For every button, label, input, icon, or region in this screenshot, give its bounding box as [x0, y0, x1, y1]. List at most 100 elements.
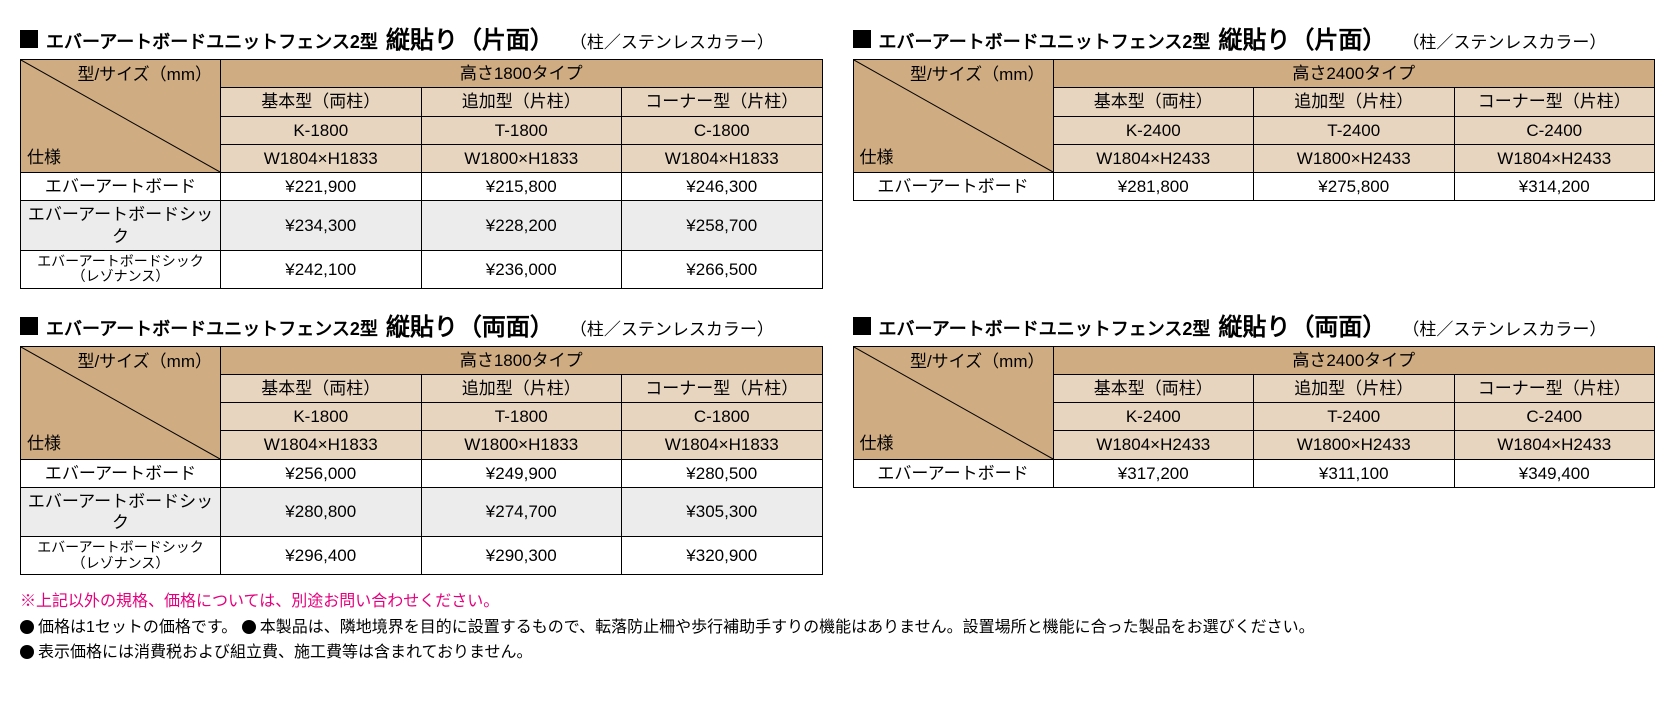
price-table: 型/サイズ（mm）仕様高さ2400タイプ基本型（両柱）追加型（片柱）コーナー型（…: [853, 59, 1656, 201]
column-type-header: 追加型（片柱）: [1254, 374, 1455, 402]
column-type-header: コーナー型（片柱）: [622, 374, 823, 402]
bullet-icon: [242, 620, 256, 634]
dimension-cell: W1804×H1833: [622, 431, 823, 459]
column-type-header: 追加型（片柱）: [1254, 88, 1455, 116]
dimension-cell: W1804×H1833: [221, 144, 422, 172]
price-cell: ¥258,700: [622, 201, 823, 251]
heading-big: 縦貼り（両面）: [1218, 307, 1386, 342]
price-cell: ¥311,100: [1254, 459, 1455, 487]
diagonal-header-cell: 型/サイズ（mm） 仕様: [21, 346, 221, 459]
price-table-block: エバーアートボードユニットフェンス2型縦貼り（両面） （柱／ステンレスカラー） 型/…: [853, 307, 1656, 576]
diag-header-bottom: 仕様: [860, 433, 894, 454]
heading-main: エバーアートボードユニットフェンス2型: [879, 315, 1211, 341]
dimension-cell: W1804×H2433: [1454, 431, 1655, 459]
price-cell: ¥349,400: [1454, 459, 1655, 487]
diag-header-top: 型/サイズ（mm）: [77, 351, 212, 372]
price-cell: ¥314,200: [1454, 173, 1655, 201]
price-cell: ¥290,300: [421, 537, 622, 575]
price-cell: ¥236,000: [421, 250, 622, 288]
model-code: T-2400: [1254, 403, 1455, 431]
price-table: 型/サイズ（mm）仕様高さ1800タイプ基本型（両柱）追加型（片柱）コーナー型（…: [20, 59, 823, 289]
price-cell: ¥317,200: [1053, 459, 1254, 487]
square-bullet-icon: [20, 317, 38, 335]
tables-grid: エバーアートボードユニットフェンス2型縦貼り（片面）（柱／ステンレスカラー）型/…: [20, 20, 1655, 575]
note-line2: 表示価格には消費税および組立費、施工費等は含まれておりません。: [20, 640, 1655, 666]
price-cell: ¥280,500: [622, 459, 823, 487]
spec-row-label: エバーアートボード: [853, 459, 1053, 487]
spec-row-label: エバーアートボード: [21, 173, 221, 201]
heading-big: 縦貼り（片面）: [1218, 20, 1386, 55]
heading-big: 縦貼り（両面）: [386, 307, 554, 342]
model-code: K-2400: [1053, 403, 1254, 431]
column-type-header: 追加型（片柱）: [421, 88, 622, 116]
notes-block: ※上記以外の規格、価格については、別途お問い合わせください。 価格は1セットの価…: [20, 589, 1655, 666]
spec-row-label: エバーアートボード: [853, 173, 1053, 201]
note-red: ※上記以外の規格、価格については、別途お問い合わせください。: [20, 589, 1655, 615]
table-heading: エバーアートボードユニットフェンス2型縦貼り（片面） （柱／ステンレスカラー）: [853, 20, 1656, 55]
price-cell: ¥246,300: [622, 173, 823, 201]
height-type-header: 高さ1800タイプ: [221, 60, 823, 88]
spec-row-label: エバーアートボードシック（レゾナンス）: [21, 250, 221, 288]
price-table-block: エバーアートボードユニットフェンス2型縦貼り（片面）（柱／ステンレスカラー） 型/…: [20, 20, 823, 289]
bullet-icon: [20, 645, 34, 659]
diagonal-header-cell: 型/サイズ（mm）仕様: [853, 60, 1053, 173]
dimension-cell: W1804×H1833: [622, 144, 823, 172]
price-cell: ¥275,800: [1254, 173, 1455, 201]
model-code: C-2400: [1454, 116, 1655, 144]
diagonal-header-cell: 型/サイズ（mm）仕様: [21, 60, 221, 173]
price-table: 型/サイズ（mm） 仕様 高さ1800タイプ基本型（両柱）追加型（片柱）コーナー型（…: [20, 346, 823, 576]
dimension-cell: W1804×H2433: [1053, 144, 1254, 172]
heading-big: 縦貼り（片面）: [386, 20, 554, 55]
price-cell: ¥228,200: [421, 201, 622, 251]
price-cell: ¥242,100: [221, 250, 422, 288]
model-code: K-2400: [1053, 116, 1254, 144]
column-type-header: コーナー型（片柱）: [1454, 374, 1655, 402]
price-table-block: エバーアートボードユニットフェンス2型縦貼り（片面） （柱／ステンレスカラー） 型/…: [853, 20, 1656, 289]
column-type-header: 追加型（片柱）: [421, 374, 622, 402]
heading-sub: （柱／ステンレスカラー）: [570, 315, 774, 340]
spec-row-label: エバーアートボード: [21, 459, 221, 487]
diag-header-top: 型/サイズ（mm）: [910, 64, 1045, 85]
column-type-header: 基本型（両柱）: [1053, 88, 1254, 116]
note-line1: 価格は1セットの価格です。 本製品は、隣地境界を目的に設置するもので、転落防止柵…: [20, 615, 1655, 641]
diagonal-header-cell: 型/サイズ（mm） 仕様: [853, 346, 1053, 459]
diag-header-top: 型/サイズ（mm）: [910, 351, 1045, 372]
model-code: C-1800: [622, 403, 823, 431]
dimension-cell: W1800×H1833: [421, 431, 622, 459]
table-heading: エバーアートボードユニットフェンス2型縦貼り（片面）（柱／ステンレスカラー）: [20, 20, 823, 55]
column-type-header: 基本型（両柱）: [221, 374, 422, 402]
spec-row-label: エバーアートボードシック（レゾナンス）: [21, 537, 221, 575]
diag-header-bottom: 仕様: [27, 433, 61, 454]
dimension-cell: W1804×H2433: [1454, 144, 1655, 172]
bullet-icon: [20, 620, 34, 634]
dimension-cell: W1800×H1833: [421, 144, 622, 172]
price-cell: ¥296,400: [221, 537, 422, 575]
model-code: K-1800: [221, 403, 422, 431]
model-code: C-1800: [622, 116, 823, 144]
heading-sub: （柱／ステンレスカラー）: [1402, 28, 1606, 53]
square-bullet-icon: [20, 30, 38, 48]
square-bullet-icon: [853, 317, 871, 335]
spec-row-label: エバーアートボードシック: [21, 201, 221, 251]
height-type-header: 高さ2400タイプ: [1053, 346, 1655, 374]
model-code: T-2400: [1254, 116, 1455, 144]
model-code: K-1800: [221, 116, 422, 144]
height-type-header: 高さ1800タイプ: [221, 346, 823, 374]
heading-main: エバーアートボードユニットフェンス2型: [46, 28, 378, 54]
price-cell: ¥305,300: [622, 487, 823, 537]
dimension-cell: W1800×H2433: [1254, 431, 1455, 459]
dimension-cell: W1804×H1833: [221, 431, 422, 459]
heading-main: エバーアートボードユニットフェンス2型: [879, 28, 1211, 54]
price-cell: ¥280,800: [221, 487, 422, 537]
price-cell: ¥215,800: [421, 173, 622, 201]
column-type-header: 基本型（両柱）: [1053, 374, 1254, 402]
square-bullet-icon: [853, 30, 871, 48]
table-heading: エバーアートボードユニットフェンス2型縦貼り（両面）（柱／ステンレスカラー）: [20, 307, 823, 342]
model-code: T-1800: [421, 116, 622, 144]
price-cell: ¥221,900: [221, 173, 422, 201]
model-code: C-2400: [1454, 403, 1655, 431]
price-cell: ¥266,500: [622, 250, 823, 288]
heading-sub: （柱／ステンレスカラー）: [1402, 315, 1606, 340]
price-cell: ¥234,300: [221, 201, 422, 251]
price-cell: ¥320,900: [622, 537, 823, 575]
